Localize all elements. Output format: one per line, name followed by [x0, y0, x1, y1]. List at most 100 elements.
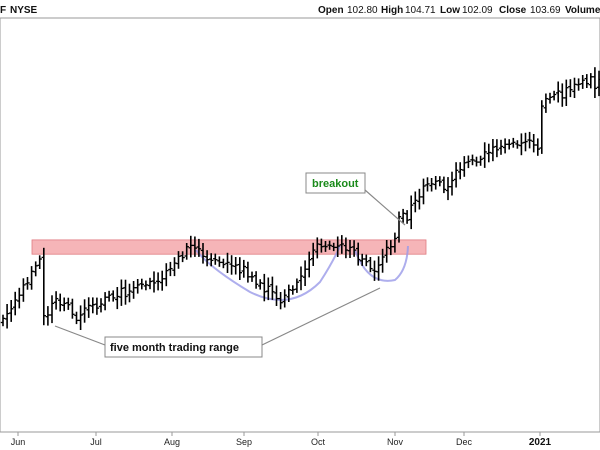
price-bar — [9, 300, 14, 322]
price-bar — [368, 257, 373, 273]
low-label: Low — [440, 5, 460, 16]
price-bar — [482, 142, 487, 168]
price-bar — [588, 73, 593, 89]
price-bar — [523, 132, 528, 152]
price-bar — [437, 176, 442, 187]
price-bar — [302, 260, 308, 286]
price-bar — [372, 260, 377, 281]
price-bar — [425, 177, 430, 192]
price-bar — [127, 283, 132, 303]
price-bar — [568, 79, 573, 98]
price-bar — [343, 237, 349, 259]
price-bar — [298, 266, 304, 291]
price-bar — [527, 131, 532, 149]
breakout-box — [305, 172, 366, 194]
price-bar — [470, 154, 475, 166]
price-bar — [70, 298, 75, 319]
x-tick-label: 2021 — [529, 437, 552, 448]
price-bar — [580, 75, 585, 89]
price-bar — [417, 188, 422, 210]
price-bar — [360, 253, 365, 266]
price-bar — [478, 155, 483, 166]
high-value: 104.71 — [405, 5, 436, 16]
price-bar — [86, 297, 91, 318]
price-bar — [347, 240, 353, 258]
price-bar — [160, 270, 165, 291]
price-bar — [41, 247, 46, 326]
price-bar — [13, 291, 18, 316]
volume-label: Volume — [565, 5, 600, 16]
price-bar — [319, 238, 324, 253]
price-bar — [184, 243, 189, 260]
price-bar — [511, 137, 516, 148]
low-value: 102.09 — [462, 5, 493, 16]
price-bar — [519, 133, 524, 156]
price-bar — [356, 242, 361, 266]
price-bar — [539, 100, 544, 154]
price-bar — [241, 259, 246, 278]
price-bar — [45, 306, 51, 326]
price-bar — [209, 253, 214, 267]
price-bar — [229, 255, 234, 275]
price-bar — [315, 237, 320, 259]
price-bar — [221, 258, 226, 269]
price-bar — [311, 242, 316, 266]
price-bar — [200, 243, 206, 264]
price-bar — [25, 277, 30, 290]
price-bar — [392, 232, 398, 253]
breakout-annotation: breakout — [305, 172, 406, 226]
price-bar — [123, 279, 128, 305]
x-tick-label: Jul — [90, 437, 102, 447]
price-bar — [494, 139, 500, 158]
price-bar — [507, 139, 512, 150]
price-bar — [29, 266, 34, 290]
price-bar — [462, 156, 467, 177]
price-bar — [323, 241, 328, 252]
price-bar — [429, 178, 434, 192]
price-bar — [17, 287, 22, 309]
price-bar — [143, 280, 149, 291]
price-bar — [388, 240, 393, 256]
price-bar — [572, 77, 577, 98]
high-label: High — [381, 5, 403, 16]
price-bar — [270, 276, 275, 300]
price-bar — [433, 176, 438, 190]
price-bar — [274, 285, 279, 306]
rounding-curve-2 — [354, 245, 409, 282]
price-bar — [37, 255, 42, 269]
trading-range-zone — [31, 239, 427, 255]
price-bar — [404, 210, 410, 224]
price-bar — [576, 78, 581, 91]
price-bar — [21, 278, 26, 302]
trading-range-annotation: five month trading range — [54, 287, 381, 358]
price-bar — [253, 271, 259, 289]
price-bar — [498, 139, 504, 155]
price-bar — [421, 178, 426, 205]
price-bar — [180, 251, 185, 263]
price-bars — [0, 67, 600, 330]
price-bar — [307, 251, 312, 278]
price-bar — [564, 79, 569, 106]
price-bar — [413, 191, 418, 213]
breakout-text: breakout — [312, 178, 359, 190]
range-pointer-right — [261, 287, 381, 346]
price-bar — [290, 285, 295, 295]
price-bar — [188, 235, 193, 258]
price-bar — [196, 238, 202, 257]
price-bar — [94, 297, 100, 315]
x-tick-label: Oct — [311, 437, 326, 447]
price-bar — [458, 162, 463, 180]
close-value: 103.69 — [530, 5, 561, 16]
price-bar — [551, 90, 557, 101]
chart-header: F NYSE Open 102.80 High 104.71 Low 102.0… — [0, 5, 600, 16]
price-bar — [384, 240, 389, 263]
price-bar — [139, 278, 144, 290]
price-bar — [486, 143, 491, 163]
price-bar — [192, 236, 198, 257]
price-bar — [502, 138, 508, 154]
price-bar — [225, 252, 230, 273]
price-bar — [556, 81, 561, 103]
x-tick-label: Jun — [11, 437, 26, 447]
price-bar — [245, 261, 251, 283]
